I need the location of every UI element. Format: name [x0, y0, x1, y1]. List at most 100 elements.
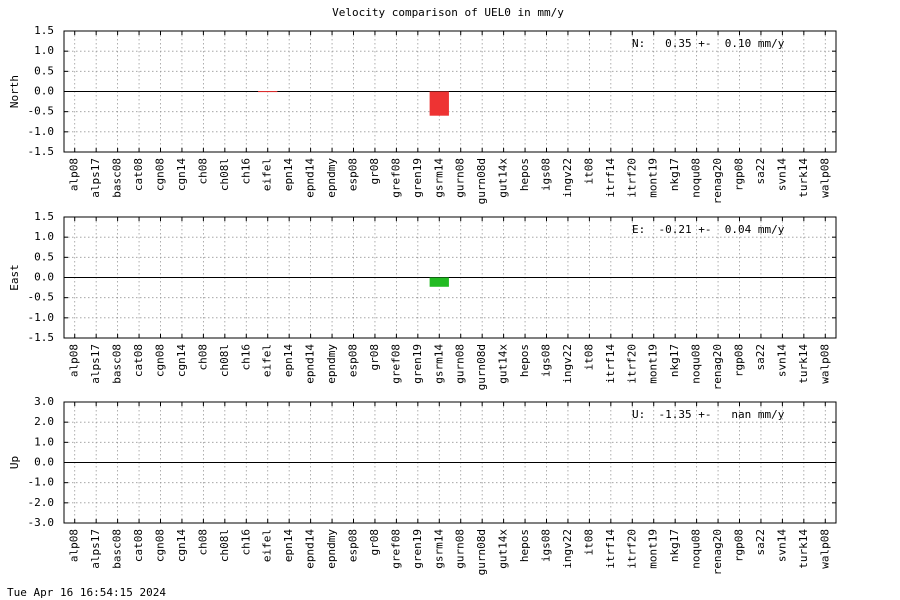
x-tick-label: epnd14: [304, 529, 317, 569]
bar: [429, 91, 449, 116]
y-axis-label: East: [8, 264, 21, 291]
bar: [258, 91, 278, 93]
x-tick-label: cgn08: [154, 344, 167, 377]
y-tick-label: 3.0: [34, 395, 54, 408]
x-tick-label: gsrm14: [432, 344, 445, 384]
plot-frame: [63, 216, 837, 339]
x-tick-label: cat08: [132, 529, 145, 562]
x-tick-label: hepos: [518, 158, 531, 191]
y-tick-label: 2.0: [34, 415, 54, 428]
x-tick-label: sa22: [754, 344, 767, 371]
x-tick-label: noqu08: [690, 529, 703, 569]
x-tick-label: svn14: [775, 344, 788, 377]
x-tick-label: epnd14: [304, 344, 317, 384]
y-tick-label: 0.5: [34, 64, 54, 77]
x-tick-label: epndmy: [325, 344, 338, 384]
x-tick-label: ch16: [239, 529, 252, 556]
x-tick-label: rgp08: [733, 344, 746, 377]
x-tick-label: gurn08: [454, 529, 467, 569]
y-tick-label: -1.5: [28, 145, 55, 158]
x-tick-label: basc08: [111, 158, 124, 198]
y-axis-label: North: [8, 75, 21, 108]
y-tick-label: 0.5: [34, 250, 54, 263]
x-tick-label: noqu08: [690, 344, 703, 384]
x-tick-label: turk14: [797, 158, 810, 198]
x-tick-label: alps17: [89, 529, 102, 569]
x-tick-label: svn14: [775, 529, 788, 562]
x-tick-label: renag20: [711, 158, 724, 204]
x-tick-label: cat08: [132, 344, 145, 377]
x-tick-label: gut14x: [497, 158, 510, 198]
x-tick-label: eifel: [261, 344, 274, 377]
x-tick-label: cat08: [132, 158, 145, 191]
x-tick-label: itrf20: [625, 158, 638, 198]
x-tick-label: it08: [582, 529, 595, 556]
x-tick-label: itrf20: [625, 344, 638, 384]
timestamp: Tue Apr 16 16:54:15 2024: [7, 586, 166, 599]
x-tick-label: renag20: [711, 344, 724, 390]
x-tick-label: gr08: [368, 158, 381, 185]
x-tick-label: gurn08: [454, 344, 467, 384]
x-tick-label: ch08: [196, 529, 209, 556]
x-tick-label: ingv22: [561, 158, 574, 198]
y-tick-label: -0.5: [28, 291, 55, 304]
y-axis-label: Up: [8, 456, 21, 469]
y-tick-label: 1.0: [34, 44, 54, 57]
y-tick-label: -1.0: [28, 476, 55, 489]
bar: [429, 277, 449, 287]
x-tick-label: ch08: [196, 158, 209, 185]
x-tick-label: gref08: [389, 529, 402, 569]
plot-frame: [63, 401, 837, 524]
x-tick-label: svn14: [775, 158, 788, 191]
y-tick-label: 1.0: [34, 435, 54, 448]
x-tick-label: gr08: [368, 529, 381, 556]
x-tick-label: basc08: [111, 344, 124, 384]
x-tick-label: epn14: [282, 344, 295, 377]
x-tick-label: alp08: [68, 344, 81, 377]
x-tick-label: epn14: [282, 158, 295, 191]
x-tick-label: ingv22: [561, 344, 574, 384]
x-tick-label: gref08: [389, 344, 402, 384]
x-tick-label: esp08: [347, 158, 360, 191]
x-tick-label: cgn08: [154, 529, 167, 562]
y-tick-label: -1.0: [28, 125, 55, 138]
x-tick-label: mont19: [647, 529, 660, 569]
x-tick-label: igs08: [540, 529, 553, 562]
x-tick-label: rgp08: [733, 158, 746, 191]
x-tick-label: walp08: [818, 344, 831, 384]
x-tick-label: itrf20: [625, 529, 638, 569]
x-tick-label: epnd14: [304, 158, 317, 198]
x-tick-label: nkg17: [668, 344, 681, 377]
x-tick-label: alp08: [68, 529, 81, 562]
y-tick-label: -1.0: [28, 311, 55, 324]
x-tick-label: it08: [582, 344, 595, 371]
x-tick-label: hepos: [518, 344, 531, 377]
x-tick-label: cgn14: [175, 529, 188, 562]
x-tick-label: alps17: [89, 344, 102, 384]
x-tick-label: nkg17: [668, 158, 681, 191]
x-tick-label: gurn08d: [475, 344, 488, 390]
x-tick-label: gut14x: [497, 529, 510, 569]
x-tick-label: ch08l: [218, 344, 231, 377]
x-tick-label: turk14: [797, 529, 810, 569]
x-tick-label: cgn14: [175, 158, 188, 191]
y-tick-label: -0.5: [28, 105, 55, 118]
x-tick-label: alp08: [68, 158, 81, 191]
x-tick-label: gurn08d: [475, 158, 488, 204]
y-tick-label: 0.0: [34, 85, 54, 98]
x-tick-label: alps17: [89, 158, 102, 198]
x-tick-label: cgn14: [175, 344, 188, 377]
y-tick-label: 1.5: [34, 24, 54, 37]
x-tick-label: gren19: [411, 344, 424, 384]
y-tick-label: -1.5: [28, 331, 55, 344]
x-tick-label: basc08: [111, 529, 124, 569]
y-tick-label: 1.5: [34, 210, 54, 223]
x-tick-label: cgn08: [154, 158, 167, 191]
y-tick-label: 1.0: [34, 230, 54, 243]
x-tick-label: nkg17: [668, 529, 681, 562]
x-tick-label: mont19: [647, 158, 660, 198]
x-tick-label: gsrm14: [432, 529, 445, 569]
plot-frame: [63, 30, 837, 153]
x-tick-label: esp08: [347, 529, 360, 562]
